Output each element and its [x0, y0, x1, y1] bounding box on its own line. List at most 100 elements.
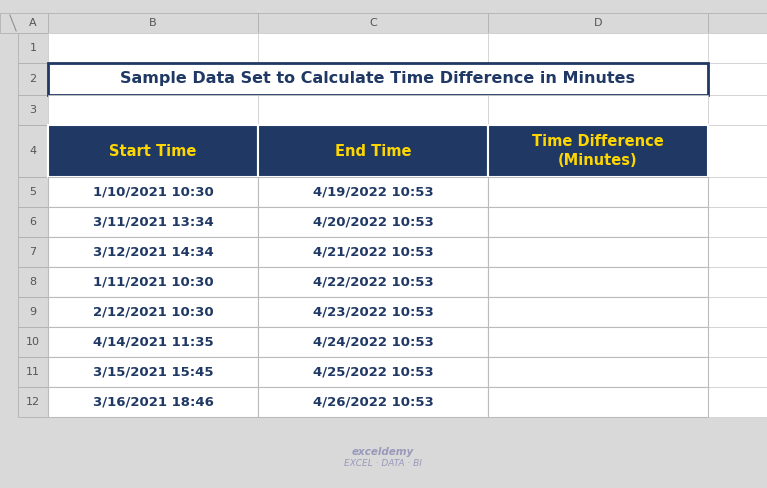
- Bar: [488, 13, 708, 33]
- Bar: [258, 177, 488, 207]
- Bar: [48, 13, 258, 33]
- Text: 3/15/2021 15:45: 3/15/2021 15:45: [93, 366, 213, 379]
- Text: 4/20/2022 10:53: 4/20/2022 10:53: [313, 216, 433, 228]
- Text: 8: 8: [29, 277, 37, 287]
- Bar: [258, 387, 488, 417]
- Text: 4/26/2022 10:53: 4/26/2022 10:53: [313, 395, 433, 408]
- Text: 4/23/2022 10:53: 4/23/2022 10:53: [313, 305, 433, 319]
- Bar: [258, 267, 488, 297]
- Text: EXCEL · DATA · BI: EXCEL · DATA · BI: [344, 460, 422, 468]
- Text: 1/10/2021 10:30: 1/10/2021 10:30: [93, 185, 213, 199]
- Bar: [708, 13, 767, 33]
- Bar: [48, 327, 258, 357]
- Text: 1/11/2021 10:30: 1/11/2021 10:30: [93, 276, 213, 288]
- Bar: [18, 95, 48, 125]
- Bar: [18, 125, 48, 177]
- Text: 7: 7: [29, 247, 37, 257]
- Text: Start Time: Start Time: [110, 143, 196, 159]
- Bar: [708, 33, 767, 63]
- Bar: [18, 63, 48, 95]
- Bar: [18, 297, 48, 327]
- Text: B: B: [150, 18, 156, 28]
- Text: D: D: [594, 18, 602, 28]
- Bar: [258, 207, 488, 237]
- Text: 10: 10: [26, 337, 40, 347]
- Text: 4/25/2022 10:53: 4/25/2022 10:53: [313, 366, 433, 379]
- Bar: [488, 327, 708, 357]
- Bar: [708, 63, 767, 95]
- Bar: [708, 357, 767, 387]
- Text: C: C: [369, 18, 377, 28]
- Text: exceldemy: exceldemy: [352, 447, 414, 457]
- Bar: [48, 63, 708, 95]
- Bar: [258, 33, 488, 63]
- Text: 9: 9: [29, 307, 37, 317]
- Bar: [18, 33, 48, 63]
- Text: 3/12/2021 14:34: 3/12/2021 14:34: [93, 245, 213, 259]
- Bar: [258, 237, 488, 267]
- Text: 11: 11: [26, 367, 40, 377]
- Bar: [18, 177, 48, 207]
- Bar: [488, 357, 708, 387]
- Bar: [488, 297, 708, 327]
- Bar: [48, 387, 258, 417]
- Bar: [258, 125, 488, 177]
- Text: 3: 3: [29, 105, 37, 115]
- Text: 4/24/2022 10:53: 4/24/2022 10:53: [313, 336, 433, 348]
- Text: 1: 1: [29, 43, 37, 53]
- Text: Sample Data Set to Calculate Time Difference in Minutes: Sample Data Set to Calculate Time Differ…: [120, 72, 636, 86]
- Bar: [488, 95, 708, 125]
- Bar: [18, 387, 48, 417]
- Bar: [488, 125, 708, 177]
- Bar: [488, 267, 708, 297]
- Text: 12: 12: [26, 397, 40, 407]
- Bar: [488, 177, 708, 207]
- Bar: [258, 327, 488, 357]
- Bar: [48, 95, 258, 125]
- Bar: [488, 237, 708, 267]
- Bar: [18, 237, 48, 267]
- Bar: [708, 327, 767, 357]
- Bar: [708, 207, 767, 237]
- Bar: [18, 357, 48, 387]
- Bar: [18, 207, 48, 237]
- Text: 4/22/2022 10:53: 4/22/2022 10:53: [313, 276, 433, 288]
- Bar: [708, 297, 767, 327]
- Bar: [18, 267, 48, 297]
- Text: 2: 2: [29, 74, 37, 84]
- Text: 4: 4: [29, 146, 37, 156]
- Bar: [708, 387, 767, 417]
- Bar: [708, 267, 767, 297]
- Bar: [48, 237, 258, 267]
- Text: 4/21/2022 10:53: 4/21/2022 10:53: [313, 245, 433, 259]
- Text: 5: 5: [29, 187, 37, 197]
- Text: Time Difference
(Minutes): Time Difference (Minutes): [532, 134, 664, 168]
- Bar: [708, 237, 767, 267]
- Bar: [488, 33, 708, 63]
- Bar: [708, 95, 767, 125]
- Bar: [258, 357, 488, 387]
- Bar: [258, 297, 488, 327]
- Bar: [18, 327, 48, 357]
- Bar: [258, 13, 488, 33]
- Bar: [708, 125, 767, 177]
- Text: End Time: End Time: [334, 143, 411, 159]
- Text: 2/12/2021 10:30: 2/12/2021 10:30: [93, 305, 213, 319]
- Text: 6: 6: [29, 217, 37, 227]
- Bar: [708, 177, 767, 207]
- Text: 3/11/2021 13:34: 3/11/2021 13:34: [93, 216, 213, 228]
- Bar: [488, 387, 708, 417]
- Text: 3/16/2021 18:46: 3/16/2021 18:46: [93, 395, 213, 408]
- Bar: [48, 267, 258, 297]
- Text: A: A: [29, 18, 37, 28]
- Bar: [48, 177, 258, 207]
- Text: 4/19/2022 10:53: 4/19/2022 10:53: [313, 185, 433, 199]
- Bar: [48, 207, 258, 237]
- Bar: [258, 95, 488, 125]
- Bar: [0, 13, 48, 33]
- Bar: [48, 33, 258, 63]
- Bar: [488, 207, 708, 237]
- Bar: [48, 125, 258, 177]
- Text: 4/14/2021 11:35: 4/14/2021 11:35: [93, 336, 213, 348]
- Bar: [48, 297, 258, 327]
